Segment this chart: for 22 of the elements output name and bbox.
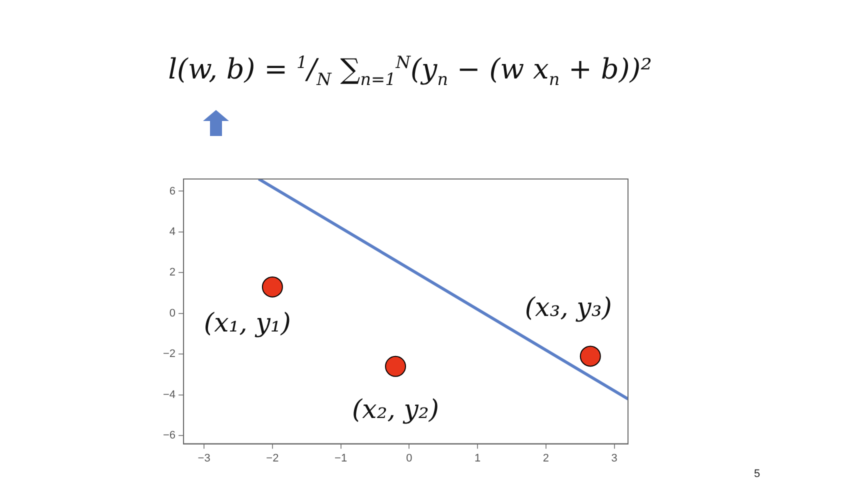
point (580, 346, 601, 367)
y-tick-label: 2 (169, 266, 176, 279)
point (262, 276, 283, 298)
x-tick-label: −1 (334, 452, 348, 464)
x-tick-label: 3 (611, 452, 618, 464)
chart-title: l(w, b) = $^{1}$/$_{N}$ ∑$_{n=1}$$^{N}$(y$_{n}$ − (w x$_{n}$ + b))² (168, 52, 652, 89)
annotation: (x₃, y₃) (524, 292, 612, 323)
y-tick-label: 6 (169, 185, 176, 198)
y-tick-label: 0 (169, 307, 176, 320)
y-tick-label: −2 (162, 348, 176, 360)
annotation: (x₁, y₁) (204, 308, 291, 339)
y-tick-label: −4 (162, 388, 176, 401)
x-tick-label: −2 (266, 452, 279, 464)
x-tick-label: 2 (542, 452, 550, 464)
annotation: (x₂, y₂) (352, 395, 440, 426)
x-tick-label: 1 (474, 452, 481, 464)
y-tick-label: −6 (162, 430, 176, 442)
y-tick-label: 4 (169, 226, 176, 238)
x-tick-label: −3 (198, 452, 210, 464)
x-tick-label: 0 (406, 452, 412, 464)
text: 5 (754, 468, 760, 480)
point (385, 356, 406, 377)
